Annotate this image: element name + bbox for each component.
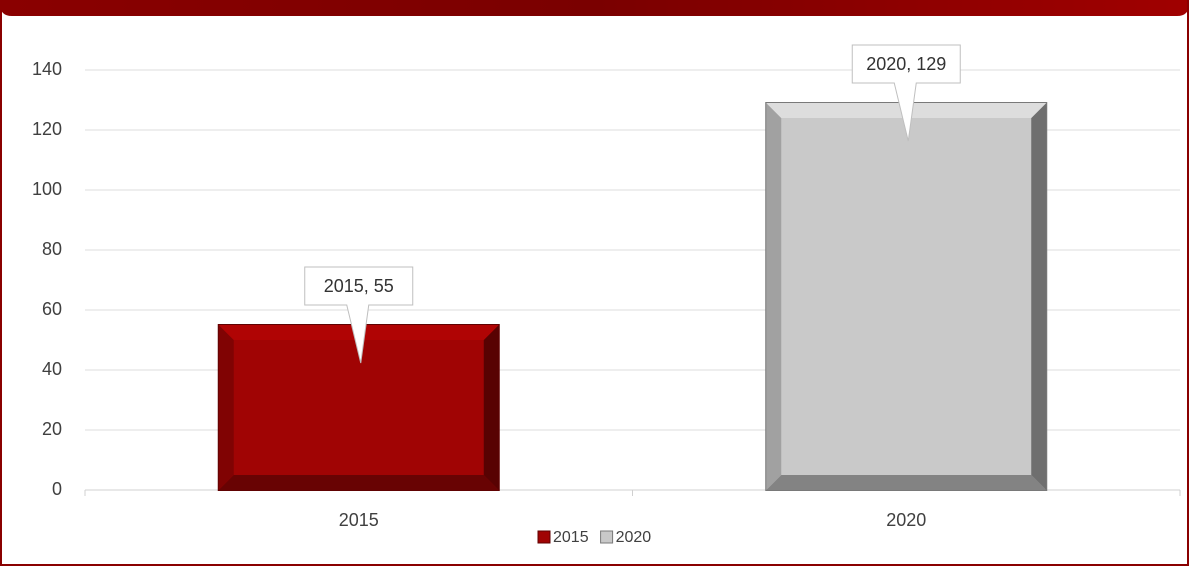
data-label: 2020, 129 (866, 54, 946, 74)
bar-bevel (766, 103, 782, 490)
bar-bevel (1031, 103, 1047, 490)
y-tick-label: 0 (52, 479, 62, 499)
data-label: 2015, 55 (324, 276, 394, 296)
y-tick-label: 80 (42, 239, 62, 259)
legend-label: 2015 (553, 529, 589, 546)
x-tick-label: 2015 (339, 510, 379, 530)
y-tick-label: 40 (42, 359, 62, 379)
header-bar (0, 0, 1189, 16)
bar-bevel (218, 475, 499, 490)
legend-swatch (600, 530, 614, 544)
bar-bevel (483, 325, 499, 490)
y-tick-label: 100 (32, 179, 62, 199)
legend-swatch (537, 530, 551, 544)
y-tick-label: 60 (42, 299, 62, 319)
x-tick-label: 2020 (886, 510, 926, 530)
bar-bevel (218, 325, 234, 490)
bar (765, 102, 1048, 491)
y-tick-label: 20 (42, 419, 62, 439)
callout-box (851, 44, 961, 142)
bar-bevel (766, 475, 1047, 490)
y-tick-label: 140 (32, 59, 62, 79)
legend-label: 2020 (616, 529, 652, 546)
callout-box (304, 266, 414, 364)
y-tick-label: 120 (32, 119, 62, 139)
